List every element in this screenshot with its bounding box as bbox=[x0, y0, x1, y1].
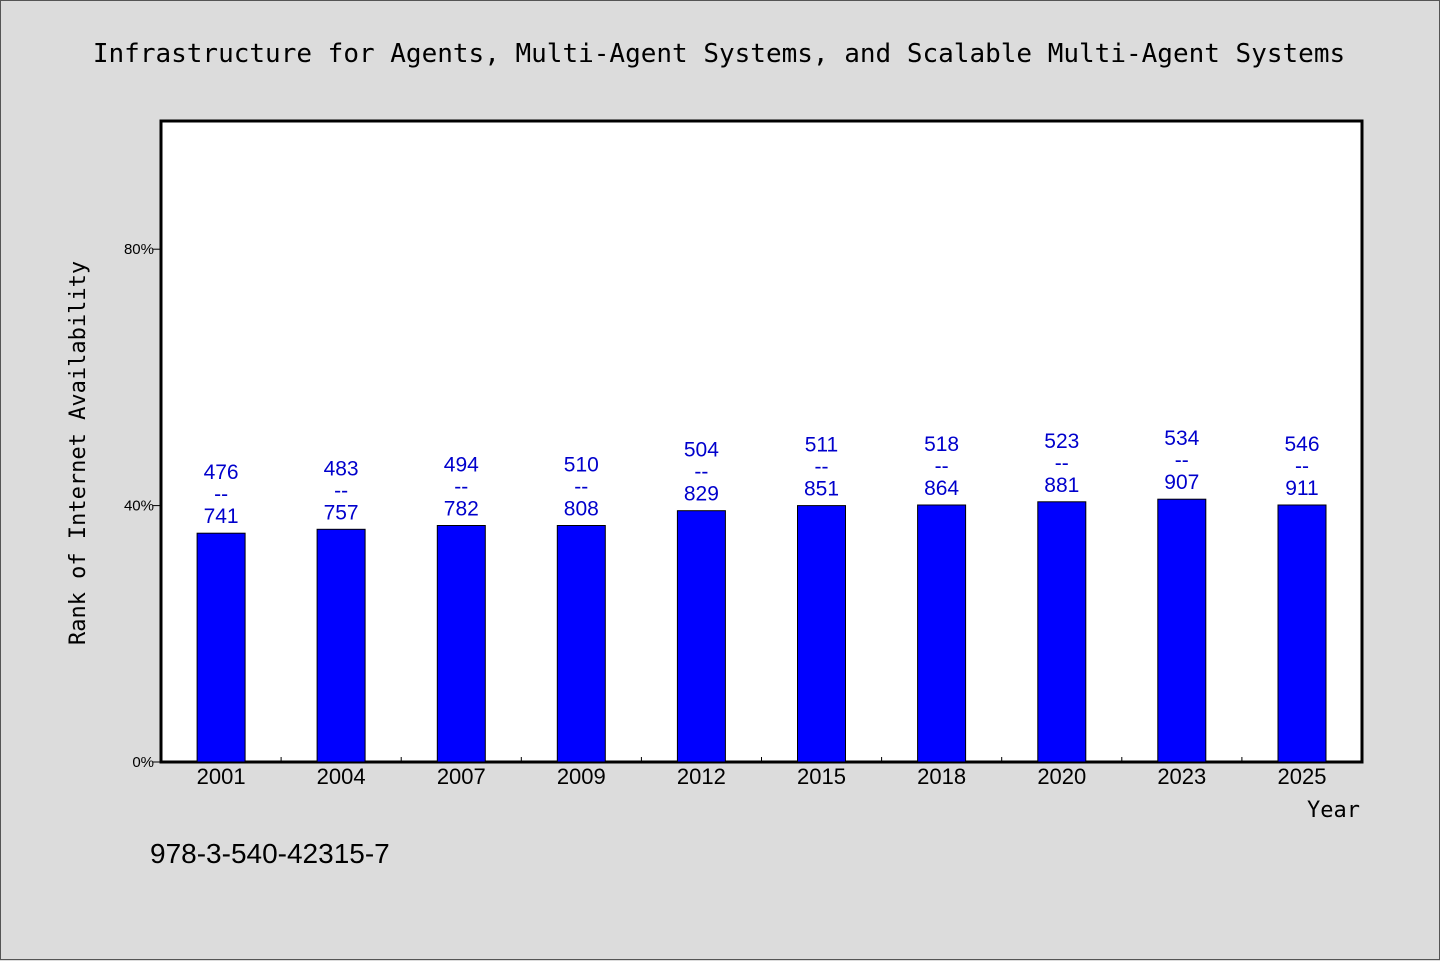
data-label-2020-top: 523 bbox=[1044, 430, 1079, 453]
bars-group bbox=[196, 498, 1327, 763]
x-tick-label-2015: 2015 bbox=[797, 764, 846, 789]
data-label-2020-separator: -- bbox=[1055, 452, 1069, 475]
bar-2025 bbox=[1277, 504, 1327, 763]
data-label-2007-separator: -- bbox=[454, 476, 468, 499]
bar-2012 bbox=[676, 510, 726, 763]
data-label-2007-top: 494 bbox=[444, 454, 479, 477]
data-label-2018-top: 518 bbox=[924, 433, 959, 456]
x-tick-label-2023: 2023 bbox=[1157, 764, 1206, 789]
x-tick-label-2007: 2007 bbox=[437, 764, 486, 789]
data-label-2012-bottom: 829 bbox=[684, 483, 719, 506]
bar-2007 bbox=[436, 525, 486, 763]
data-label-2001-separator: -- bbox=[214, 483, 228, 506]
x-tick-label-2025: 2025 bbox=[1278, 764, 1327, 789]
data-label-2025-top: 546 bbox=[1284, 433, 1319, 456]
data-label-2012-separator: -- bbox=[694, 461, 708, 484]
y-axis: 0% 40% 80% bbox=[124, 241, 161, 771]
y-tick-label: 40% bbox=[124, 498, 154, 515]
y-tick-label: 0% bbox=[132, 754, 154, 771]
data-label-2009-separator: -- bbox=[574, 476, 588, 499]
x-tick-label-2004: 2004 bbox=[317, 764, 366, 789]
data-label-2004-top: 483 bbox=[324, 457, 359, 480]
bar-2018 bbox=[917, 504, 967, 763]
bar-2004 bbox=[316, 528, 366, 763]
data-label-2025-bottom: 911 bbox=[1285, 477, 1318, 500]
data-label-2015-bottom: 851 bbox=[804, 478, 839, 501]
data-label-2023-top: 534 bbox=[1164, 427, 1199, 450]
data-label-2018-bottom: 864 bbox=[924, 477, 959, 500]
x-tick-label-2012: 2012 bbox=[677, 764, 726, 789]
data-label-2015-top: 511 bbox=[805, 434, 838, 457]
data-label-2025-separator: -- bbox=[1295, 455, 1309, 478]
data-label-2015-separator: -- bbox=[815, 456, 829, 479]
data-label-2023-separator: -- bbox=[1175, 449, 1189, 472]
data-label-2001-top: 476 bbox=[204, 461, 239, 484]
chart-title: Infrastructure for Agents, Multi-Agent S… bbox=[93, 39, 1345, 69]
x-axis: 2001 2004 2007 2009 2012 2015 2018 2020 2023 2025 bbox=[197, 757, 1327, 789]
data-label-2018-separator: -- bbox=[935, 455, 949, 478]
data-label-2012-top: 504 bbox=[684, 439, 719, 462]
x-tick-label-2001: 2001 bbox=[197, 764, 246, 789]
x-tick-label-2020: 2020 bbox=[1037, 764, 1086, 789]
data-label-2004-separator: -- bbox=[334, 479, 348, 502]
data-label-2004-bottom: 757 bbox=[324, 501, 359, 524]
isbn-text: 978-3-540-42315-7 bbox=[150, 838, 390, 869]
bar-2015 bbox=[797, 505, 846, 763]
data-label-2009-bottom: 808 bbox=[564, 498, 599, 521]
bar-2009 bbox=[556, 525, 606, 763]
bar-2020 bbox=[1037, 501, 1087, 763]
data-label-2007-bottom: 782 bbox=[444, 498, 479, 521]
x-axis-title: Year bbox=[1307, 798, 1360, 823]
x-tick-label-2018: 2018 bbox=[917, 764, 966, 789]
bar-2023 bbox=[1157, 498, 1207, 763]
x-tick-label-2009: 2009 bbox=[557, 764, 606, 789]
data-labels-group: 476--741483--757494--782510--808504--829… bbox=[204, 427, 1320, 528]
data-label-2020-bottom: 881 bbox=[1044, 474, 1079, 497]
data-label-2009-top: 510 bbox=[564, 454, 599, 477]
y-axis-title: Rank of Internet Availability bbox=[66, 261, 91, 645]
y-tick-label: 80% bbox=[124, 241, 154, 258]
data-label-2001-bottom: 741 bbox=[204, 505, 239, 528]
bar-2001 bbox=[196, 532, 246, 763]
data-label-2023-bottom: 907 bbox=[1164, 471, 1199, 494]
